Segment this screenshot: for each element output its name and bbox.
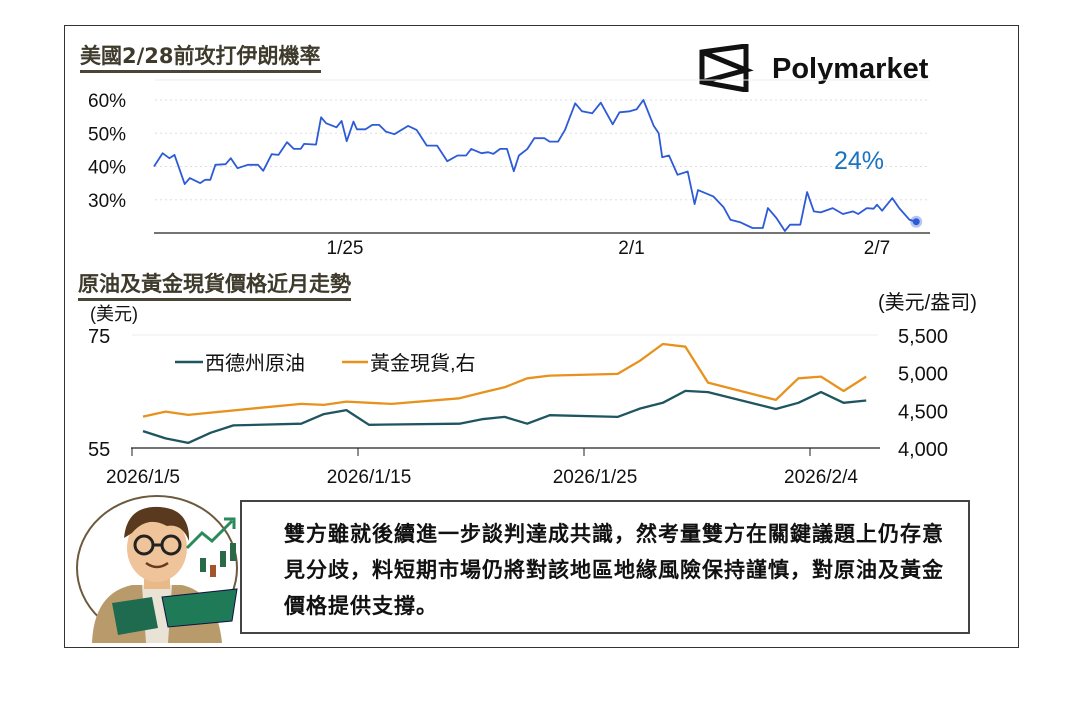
left-tick-label: 55	[88, 439, 110, 461]
current-value-label: 24%	[834, 147, 884, 175]
oil-gold-chart: (美元) (美元/盎司) 75 55 5,500 5,000 4,500 4,000 2026/…	[88, 291, 977, 488]
current-point	[912, 218, 920, 226]
chart1-title: 美國2/28前攻打伊朗機率	[80, 43, 321, 73]
y-tick-label: 40%	[88, 158, 126, 179]
right-axis-unit: (美元/盎司)	[878, 291, 977, 314]
x-tick-label: 2/1	[618, 238, 644, 259]
x-tick-label: 2026/1/25	[553, 467, 638, 488]
y-tick-label: 60%	[88, 91, 126, 112]
legend-label-oil: 西德州原油	[205, 352, 305, 375]
probability-chart: 30% 40% 50% 60% 1/25 2/1 2/7 24%	[88, 79, 930, 259]
probability-line	[153, 99, 917, 232]
x-tick-label: 2026/1/15	[327, 467, 412, 488]
x-tick-label: 2/7	[864, 238, 890, 259]
right-tick-label: 5,500	[898, 326, 948, 348]
x-tick-label: 1/25	[327, 238, 364, 259]
commentary-box: 雙方雖就後續進一步談判達成共識，然考量雙方在關鍵議題上仍存意見分歧，料短期市場仍…	[240, 500, 970, 634]
right-tick-label: 4,000	[898, 439, 948, 461]
right-tick-label: 4,500	[898, 401, 948, 423]
right-tick-label: 5,000	[898, 364, 948, 386]
left-axis-unit: (美元)	[90, 304, 138, 324]
oil-price-line	[142, 389, 867, 445]
commentary-text: 雙方雖就後續進一步談判達成共識，然考量雙方在關鍵議題上仍存意見分歧，料短期市場仍…	[284, 522, 944, 618]
y-tick-label: 50%	[88, 124, 126, 145]
legend-label-gold: 黃金現貨,右	[370, 352, 476, 375]
x-tick-label: 2026/1/5	[106, 467, 180, 488]
investor-avatar-illustration	[76, 495, 238, 643]
x-tick-label: 2026/2/4	[784, 467, 858, 488]
chart2-title: 原油及黃金現貨價格近月走勢	[78, 271, 351, 301]
y-tick-label: 30%	[88, 191, 126, 212]
left-tick-label: 75	[88, 326, 110, 348]
gold-price-line	[142, 342, 867, 418]
